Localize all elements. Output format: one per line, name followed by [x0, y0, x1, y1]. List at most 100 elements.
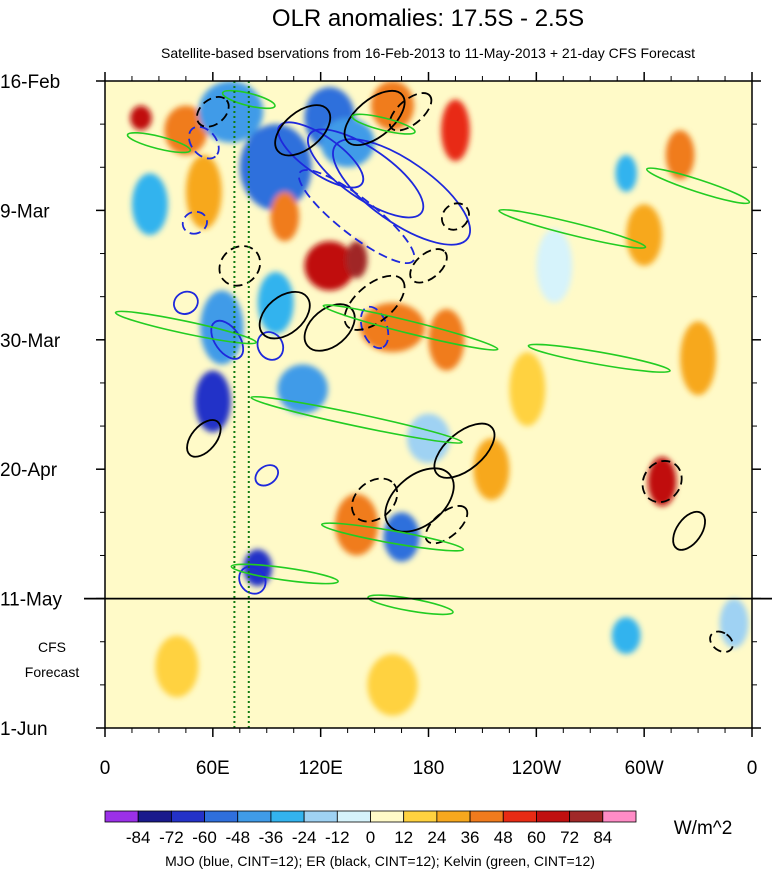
- anomaly-blob-34: [406, 413, 451, 464]
- colorbar-swatch-10: [436, 810, 471, 823]
- mjo-contour-0: [277, 121, 365, 189]
- colorbar-swatch-7: [336, 810, 371, 823]
- er-contour-5: [218, 245, 262, 287]
- er-contour-9: [409, 248, 448, 284]
- anomaly-blob-15: [194, 370, 231, 433]
- y-tick-label-2: 30-Mar: [0, 331, 61, 352]
- colorbar-swatch-2: [170, 810, 205, 823]
- colorbar-label-11: 48: [494, 828, 513, 847]
- x-tick-label-6: 0: [747, 758, 758, 779]
- anomaly-blob-11: [304, 241, 355, 291]
- y-tick-label-3: 20-Apr: [0, 460, 58, 481]
- er-contour-15: [672, 510, 706, 551]
- anomaly-blob-12: [345, 241, 368, 279]
- anomaly-blob-33: [509, 352, 546, 427]
- x-tick-label-3: 180: [413, 758, 445, 779]
- y-tick-label-0: 16-Feb: [0, 72, 60, 93]
- er-contour-12: [424, 505, 469, 545]
- anomaly-blob-22: [473, 438, 510, 501]
- kelvin-contour-4: [498, 208, 647, 249]
- kelvin-contour-5: [322, 304, 499, 351]
- colorbar-label-1: -72: [159, 828, 184, 847]
- anomaly-blob-30: [155, 635, 199, 698]
- colorbar-label-9: 24: [427, 828, 446, 847]
- anomaly-blob-27: [615, 154, 637, 192]
- contour-legend-note: MJO (blue, CINT=12); ER (black, CINT=12)…: [165, 853, 595, 869]
- kelvin-contour-2: [351, 113, 416, 135]
- colorbar-label-7: 0: [366, 828, 375, 847]
- er-contour-13: [351, 477, 399, 523]
- mjo-contour-10: [238, 565, 267, 595]
- anomaly-blob-29: [611, 617, 641, 655]
- forecast-label-line1: CFS: [38, 639, 66, 655]
- colorbar-swatch-1: [137, 810, 172, 823]
- anomaly-blob-3: [185, 154, 222, 229]
- mjo-contour-5: [181, 210, 208, 235]
- anomaly-blob-5: [239, 124, 312, 211]
- mjo-contour-4: [188, 125, 220, 160]
- er-contour-0: [196, 95, 230, 128]
- er-contour-8: [343, 274, 406, 331]
- kelvin-contour-1: [221, 89, 276, 110]
- anomaly-blob-0: [130, 105, 152, 131]
- colorbar-swatch-6: [303, 810, 338, 823]
- anomaly-blob-6: [270, 191, 300, 242]
- y-tick-label-1: 9-Mar: [0, 201, 50, 222]
- y-axis: 16-Feb 9-Mar 30-Mar 20-Apr 11-May 1-Jun: [0, 72, 761, 740]
- mjo-contour-3: [297, 169, 416, 265]
- chart-subtitle: Satellite-based bservations from 16-Feb-…: [161, 45, 695, 61]
- colorbar-swatch-13: [536, 810, 571, 823]
- y-tick-label-4: 11-May: [0, 590, 62, 611]
- x-axis: 0 60E 120E 180 120W 60W 0: [100, 72, 758, 779]
- kelvin-contour-0: [126, 131, 192, 154]
- anomaly-blob-28: [536, 228, 573, 303]
- kelvin-contour-8: [527, 343, 671, 373]
- anomaly-blob-2: [164, 105, 208, 155]
- colorbar-unit: W/m^2: [674, 818, 733, 839]
- anomaly-blob-31: [367, 654, 418, 716]
- colorbar-swatch-3: [204, 810, 239, 823]
- chart-title: OLR anomalies: 17.5S - 2.5S: [272, 5, 584, 32]
- anomaly-blob-1: [131, 173, 168, 236]
- colorbar-label-4: -36: [259, 828, 284, 847]
- colorbar-swatch-4: [237, 810, 272, 823]
- anomaly-blob-14: [200, 290, 244, 365]
- anomaly-blob-4: [198, 81, 264, 143]
- er-contour-17: [186, 419, 222, 458]
- colorbar-swatch-5: [270, 810, 305, 823]
- x-tick-label-4: 120W: [512, 758, 562, 779]
- colorbar-label-13: 72: [560, 828, 579, 847]
- colorbar-label-5: -24: [292, 828, 317, 847]
- colorbar-swatch-11: [469, 810, 504, 823]
- colorbar-swatch-9: [403, 810, 438, 823]
- colorbar-label-2: -60: [192, 828, 217, 847]
- er-contour-14: [641, 460, 683, 504]
- er-contour-3: [388, 92, 433, 132]
- mjo-contour-2: [332, 138, 472, 246]
- anomaly-blob-18: [428, 308, 465, 371]
- anomaly-blob-17: [360, 302, 425, 353]
- kelvin-contour-7: [250, 395, 463, 444]
- er-contour-11: [433, 422, 496, 479]
- x-tick-label-5: 60W: [625, 758, 664, 779]
- colorbar-swatch-14: [569, 810, 604, 823]
- kelvin-contour-6: [114, 310, 258, 345]
- anomaly-blob-13: [257, 272, 294, 334]
- anomaly-blob-9: [370, 81, 415, 131]
- kelvin-contour-3: [645, 167, 751, 205]
- colorbar: -84 -72 -60 -48 -36 -24 -12 0 12 24 36 48 60 72 84: [104, 810, 637, 847]
- colorbar-label-14: 84: [593, 828, 612, 847]
- anomaly-blob-26: [680, 321, 717, 396]
- plot-area: [105, 81, 752, 728]
- colorbar-label-10: 36: [461, 828, 480, 847]
- anomaly-blob-24: [647, 456, 677, 507]
- er-contour-2: [343, 89, 406, 146]
- colorbar-swatch-0: [104, 810, 139, 823]
- colorbar-swatch-8: [370, 810, 405, 823]
- mjo-contour-7: [210, 319, 245, 360]
- x-tick-label-1: 60E: [196, 758, 230, 779]
- er-contour-1: [274, 104, 332, 157]
- colorbar-label-6: -12: [325, 828, 350, 847]
- colorbar-swatch-12: [502, 810, 537, 823]
